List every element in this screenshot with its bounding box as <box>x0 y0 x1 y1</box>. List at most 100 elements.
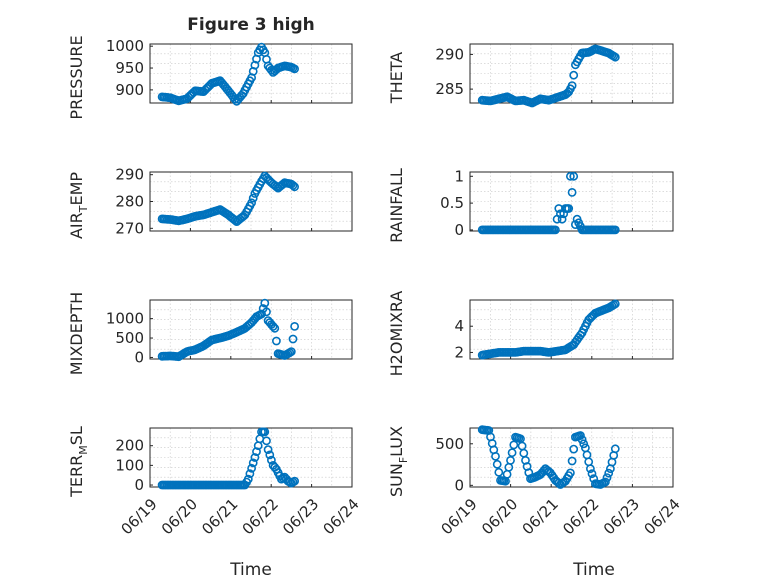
data-point <box>564 204 574 213</box>
y-tick-label: 290 <box>435 45 464 63</box>
y-tick-label: 200 <box>115 437 144 455</box>
data-point <box>610 299 620 309</box>
data-point <box>248 193 258 203</box>
data-point <box>252 447 261 456</box>
data-point <box>243 474 253 484</box>
subplot-3: 270 280 290 AIRTEMP <box>67 166 353 239</box>
x-axis-label-right: Time <box>572 560 615 580</box>
data-point <box>610 52 620 62</box>
subplot-6: 2 4 H2OMIXRA <box>387 291 674 377</box>
data-point <box>270 323 280 333</box>
y-tick-label: 100 <box>115 456 144 474</box>
data-point <box>507 448 517 458</box>
y-tick-label: 500 <box>115 329 144 347</box>
y-tick-label: 1000 <box>106 37 144 55</box>
data-point <box>577 435 587 444</box>
axes-box <box>469 299 674 360</box>
axes-box <box>469 171 674 232</box>
data-point <box>290 476 299 486</box>
x-axis-label-left: Time <box>229 560 272 580</box>
data-point <box>286 347 296 356</box>
y-axis-label: RAINFALL <box>387 168 406 243</box>
y-tick-label: 2 <box>454 343 464 361</box>
subplot-4: 0 0.5 1 RAINFALL <box>387 167 674 243</box>
data-point <box>567 187 577 197</box>
data-point <box>557 214 567 224</box>
y-tick-label: 0.5 <box>440 194 464 212</box>
data-point <box>263 445 273 454</box>
y-tick-label: 0 <box>134 476 144 494</box>
data-point <box>569 444 579 454</box>
y-tick-label: 0 <box>134 348 144 366</box>
data-point <box>268 321 278 331</box>
axes-box <box>469 427 674 488</box>
y-tick-label: 500 <box>435 435 464 453</box>
y-axis-label: AIRTEMP <box>67 172 90 239</box>
axes-box <box>149 43 353 104</box>
y-tick-label: 280 <box>115 193 144 211</box>
y-tick-label: 900 <box>115 81 144 99</box>
data-point <box>260 427 270 437</box>
data-point <box>556 209 565 219</box>
axes-box <box>469 43 674 104</box>
data-point <box>566 171 575 181</box>
data-point <box>509 440 519 450</box>
data-point <box>567 456 577 466</box>
y-tick-label: 290 <box>115 166 144 184</box>
y-tick-label: 0 <box>454 221 464 239</box>
data-point <box>576 431 585 440</box>
subplot-2: 285 290 THETA <box>387 43 674 108</box>
y-tick-label: 4 <box>454 317 464 335</box>
data-point <box>566 468 575 478</box>
data-point <box>601 477 610 487</box>
data-point <box>230 94 240 104</box>
data-point <box>250 453 260 462</box>
y-axis-label: SUNFLUX <box>387 426 410 497</box>
data-point <box>260 298 270 308</box>
data-point <box>262 307 271 317</box>
y-axis-label: THETA <box>387 52 406 104</box>
data-point <box>569 171 579 181</box>
data-point <box>262 436 271 446</box>
data-point <box>265 450 275 460</box>
data-point <box>586 464 595 474</box>
y-axis-label: PRESSURE <box>67 35 86 119</box>
data-point <box>610 225 620 235</box>
data-point <box>288 334 298 344</box>
y-axis-label: TERRMSL <box>67 426 90 498</box>
data-point <box>247 198 256 208</box>
data-point <box>290 182 299 192</box>
y-axis-label: H2OMIXRA <box>387 291 406 377</box>
y-tick-label: 0 <box>454 476 464 494</box>
y-tick-label: 270 <box>115 219 144 237</box>
data-point <box>551 225 560 235</box>
data-point <box>604 468 614 478</box>
data-point <box>602 473 612 482</box>
data-point <box>245 469 255 479</box>
data-point <box>569 70 579 80</box>
y-axis-label: MIXDEPTH <box>67 292 86 375</box>
axes-box <box>149 299 353 360</box>
data-point <box>494 467 504 477</box>
data-point <box>506 455 515 465</box>
y-tick-label: 285 <box>435 80 464 98</box>
data-point <box>247 463 256 473</box>
data-point <box>290 64 299 74</box>
subplot-1: 900 950 1000 PRESSURE <box>67 35 353 120</box>
data-point <box>579 439 589 449</box>
data-point <box>266 455 276 465</box>
data-point <box>610 444 620 454</box>
data-point <box>271 336 281 346</box>
data-point <box>492 459 502 469</box>
figure-title: Figure 3 high <box>187 15 315 35</box>
y-tick-label: 1 <box>454 167 464 185</box>
data-point <box>257 309 266 319</box>
y-tick-label: 950 <box>115 59 144 77</box>
data-point <box>290 321 299 331</box>
data-point <box>248 458 258 468</box>
y-tick-label: 1000 <box>106 310 144 328</box>
data-point <box>491 451 500 461</box>
